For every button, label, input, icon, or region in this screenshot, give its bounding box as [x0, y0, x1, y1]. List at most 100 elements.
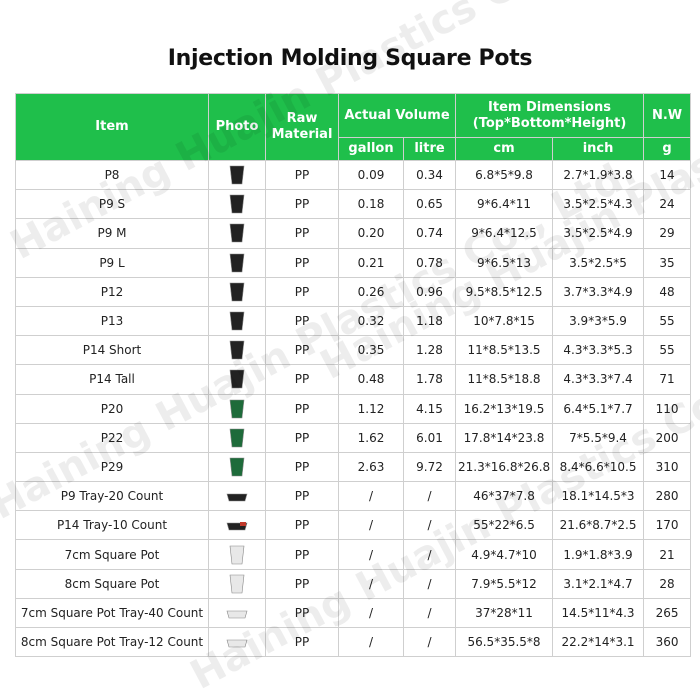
row: 7cm Square Pot PP //4.9*4.7*10 1.9*1.8*3.9 2…	[15, 539, 692, 570]
product-photo	[229, 311, 245, 331]
cell: 8.4*6.6*10.5	[552, 451, 645, 483]
cell: 7*5.5*9.4	[552, 422, 645, 453]
cell: PP	[265, 539, 339, 570]
cell: 46*37*7.8	[455, 481, 554, 512]
cell: /	[402, 481, 457, 512]
product-photo	[226, 639, 248, 648]
photo-cell	[208, 247, 266, 278]
cell: /	[402, 539, 457, 570]
cell: 9*6.5*13	[455, 247, 554, 278]
cell: P9 S	[15, 189, 209, 220]
cell: 14.5*11*4.3	[552, 597, 645, 629]
cell: 9.72	[402, 451, 457, 483]
cell: P14 Short	[15, 335, 209, 366]
cell: 3.9*3*5.9	[552, 305, 645, 337]
cell: 4.3*3.3*7.4	[552, 364, 645, 395]
cell: PP	[265, 305, 339, 337]
cell: 9*6.4*12.5	[455, 218, 554, 249]
row: P22 PP 1.62 6.01 17.8*14*23.8 7*5.5*9.4 200	[15, 422, 692, 453]
cell: 37*28*11	[455, 597, 554, 629]
cell: 1.78	[402, 364, 457, 395]
row: 8cm Square Pot PP //7.9*5.5*12 3.1*2.1*4.7 2…	[15, 568, 692, 599]
cell: P12	[15, 276, 209, 307]
cell: PP	[265, 364, 339, 395]
cell: PP	[265, 393, 339, 424]
product-photo	[229, 545, 245, 564]
cell: 0.20	[338, 218, 404, 249]
product-photo	[226, 610, 248, 619]
product-photo	[229, 253, 245, 272]
row: 7cm Square Pot Tray-40 Count PP //37*28*11…	[15, 597, 692, 629]
cell: PP	[265, 451, 339, 483]
product-photo	[229, 457, 245, 477]
header-cell: Item Dimensions (Top*Bottom*Height)	[455, 93, 645, 138]
cell: /	[402, 626, 457, 658]
row: 8cm Square Pot Tray-12 Count PP //56.5*35.…	[15, 626, 692, 658]
photo-cell	[208, 568, 266, 599]
cell: P9 M	[15, 218, 209, 249]
product-photo	[229, 340, 245, 360]
cell: 200	[643, 422, 692, 453]
cell: 0.65	[402, 189, 457, 220]
cell: 16.2*13*19.5	[455, 393, 554, 424]
cell: P9 Tray-20 Count	[15, 481, 209, 512]
cell: 28	[643, 568, 692, 599]
cell: 1.9*1.8*3.9	[552, 539, 645, 570]
product-photo	[229, 165, 245, 185]
cell: 1.62	[338, 422, 404, 453]
photo-cell	[208, 539, 266, 570]
cell: 0.74	[402, 218, 457, 249]
header-cell: Item	[15, 93, 209, 161]
cell: 265	[643, 597, 692, 629]
photo-cell	[208, 364, 266, 395]
header-cell: litre	[402, 137, 457, 161]
product-photo	[229, 428, 245, 448]
row: P9 S PP 0.18 0.65 9*6.4*11 3.5*2.5*4.3 24	[15, 189, 692, 220]
cell: 4.3*3.3*5.3	[552, 335, 645, 366]
row: P14 Tray-10 Count PP //55*22*6.5 21.6*8.7*2…	[15, 510, 692, 541]
cell: PP	[265, 276, 339, 307]
cell: 6.01	[402, 422, 457, 453]
cell: 170	[643, 510, 692, 541]
product-photo	[229, 282, 245, 302]
cell: 29	[643, 218, 692, 249]
cell: 0.26	[338, 276, 404, 307]
product-photo	[226, 522, 248, 531]
cell: 0.32	[338, 305, 404, 337]
cell: PP	[265, 247, 339, 278]
cell: PP	[265, 335, 339, 366]
cell: PP	[265, 218, 339, 249]
photo-cell	[208, 597, 266, 629]
cell: 7cm Square Pot Tray-40 Count	[15, 597, 209, 629]
cell: /	[338, 626, 404, 658]
cell: 7.9*5.5*12	[455, 568, 554, 599]
cell: 55*22*6.5	[455, 510, 554, 541]
cell: 21.6*8.7*2.5	[552, 510, 645, 541]
cell: 360	[643, 626, 692, 658]
cell: 6.4*5.1*7.7	[552, 393, 645, 424]
photo-cell	[208, 510, 266, 541]
photo-cell	[208, 189, 266, 220]
cell: 18.1*14.5*3	[552, 481, 645, 512]
cell: 10*7.8*15	[455, 305, 554, 337]
cell: 56.5*35.5*8	[455, 626, 554, 658]
product-photo	[229, 399, 245, 418]
cell: /	[402, 510, 457, 541]
cell: 48	[643, 276, 692, 307]
cell: 0.34	[402, 159, 457, 191]
cell: PP	[265, 422, 339, 453]
cell: P13	[15, 305, 209, 337]
cell: 0.09	[338, 159, 404, 191]
cell: P20	[15, 393, 209, 424]
cell: /	[338, 597, 404, 629]
row: P29 PP 2.63 9.72 21.3*16.8*26.8 8.4*6.6*10.5 3…	[15, 451, 692, 483]
photo-cell	[208, 626, 266, 658]
cell: 35	[643, 247, 692, 278]
cell: 2.7*1.9*3.8	[552, 159, 645, 191]
cell: 55	[643, 335, 692, 366]
product-photo	[229, 574, 245, 594]
header-cell: cm	[455, 137, 554, 161]
photo-cell	[208, 305, 266, 337]
title: Injection Molding Square Pots	[167, 46, 533, 71]
cell: 1.12	[338, 393, 404, 424]
